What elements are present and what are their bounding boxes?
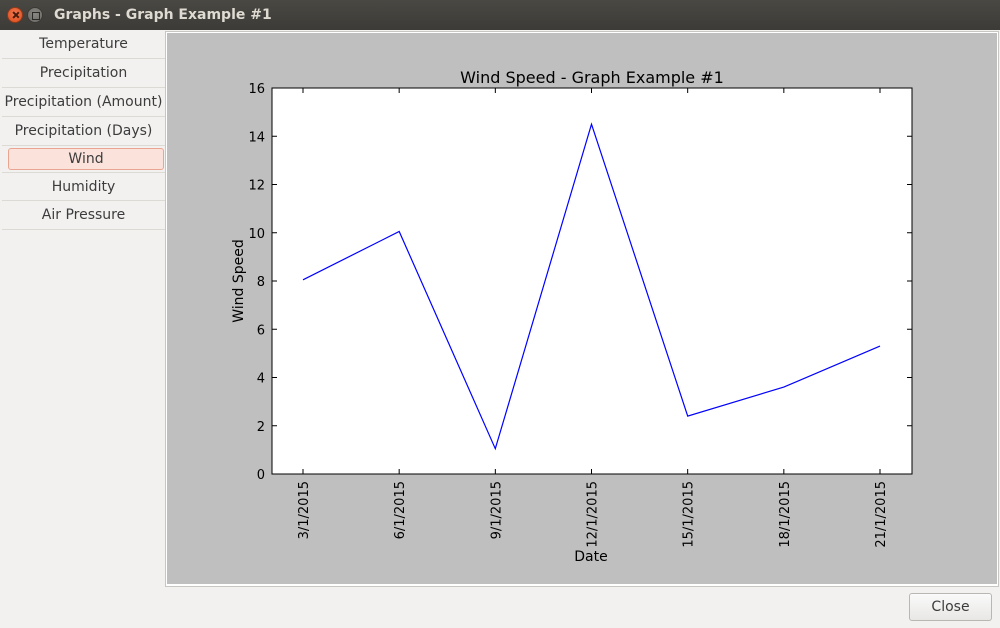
y-axis-ticks: 0 2 4 6 8 10 12 14 16 <box>248 82 912 483</box>
y-tick-label-0: 0 <box>257 468 265 483</box>
x-tick-label-0: 3/1/2015 <box>297 481 312 539</box>
x-tick-label-1: 6/1/2015 <box>393 481 408 539</box>
y-tick-label-2: 4 <box>257 372 265 387</box>
sidebar-item-precipitation[interactable]: Precipitation <box>2 59 165 88</box>
y-tick-label-5: 10 <box>248 227 265 242</box>
y-tick-label-3: 6 <box>257 323 265 338</box>
y-axis-label: Wind Speed <box>231 239 247 323</box>
wind-speed-chart: Wind Speed - Graph Example #1 Wind Speed… <box>231 68 913 565</box>
graph-panel: Wind Speed - Graph Example #1 Wind Speed… <box>167 33 997 584</box>
sidebar-item-precipitation-days[interactable]: Precipitation (Days) <box>2 117 165 146</box>
plot-area <box>271 87 913 475</box>
graph-list: Temperature Precipitation Precipitation … <box>2 30 165 230</box>
title-bar: Graphs - Graph Example #1 <box>0 0 1000 30</box>
x-axis-label: Date <box>574 549 607 565</box>
y-tick-label-1: 2 <box>257 420 265 435</box>
x-tick-label-6: 21/1/2015 <box>874 481 889 548</box>
x-tick-label-3: 12/1/2015 <box>586 481 601 548</box>
window-minimize-icon[interactable] <box>27 7 43 23</box>
sidebar-item-precipitation-amount[interactable]: Precipitation (Amount) <box>2 88 165 117</box>
y-tick-label-6: 12 <box>248 179 265 194</box>
x-axis-ticks: 3/1/2015 6/1/2015 9/1/2015 12/1/2015 15/1/20… <box>297 88 889 548</box>
sidebar-item-temperature[interactable]: Temperature <box>2 30 165 59</box>
sidebar-item-wind[interactable]: Wind <box>8 148 164 170</box>
x-tick-label-4: 15/1/2015 <box>682 481 697 548</box>
window-title: Graphs - Graph Example #1 <box>54 7 272 23</box>
sidebar-item-air-pressure[interactable]: Air Pressure <box>2 201 165 230</box>
y-tick-label-7: 14 <box>248 130 265 145</box>
sidebar-item-humidity[interactable]: Humidity <box>2 172 165 201</box>
wind-speed-series-line <box>302 122 881 451</box>
y-tick-label-4: 8 <box>257 275 265 290</box>
close-button[interactable]: Close <box>909 593 992 621</box>
window-close-icon[interactable] <box>7 7 23 23</box>
chart-title: Wind Speed - Graph Example #1 <box>460 68 724 87</box>
x-tick-label-2: 9/1/2015 <box>489 481 504 539</box>
x-tick-label-5: 18/1/2015 <box>778 481 793 548</box>
y-tick-label-8: 16 <box>248 82 265 97</box>
